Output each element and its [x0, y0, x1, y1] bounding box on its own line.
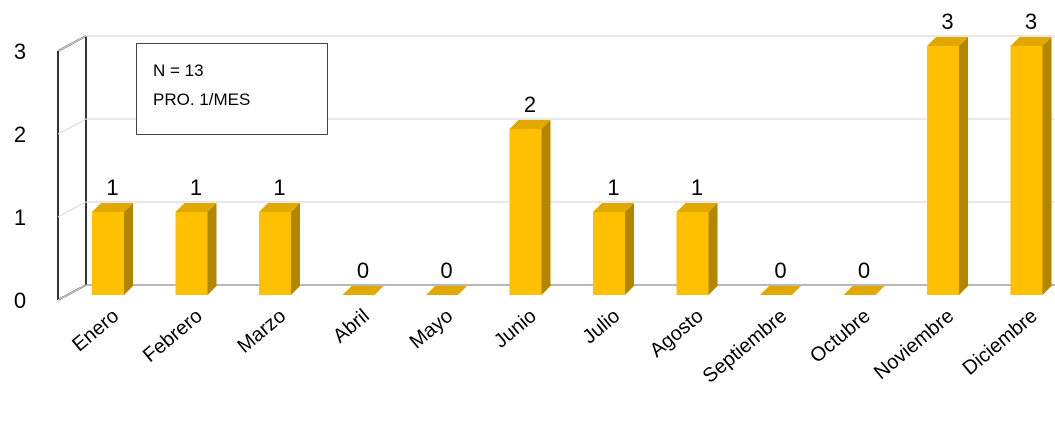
annotation-line-2: PRO. 1/MES: [153, 90, 251, 109]
data-label: 1: [607, 175, 619, 200]
bar-top: [593, 203, 634, 212]
floor-front-edge: [58, 300, 1055, 301]
bar-front: [92, 212, 124, 295]
bar-febrero: [175, 203, 217, 295]
bar-front: [1010, 46, 1043, 295]
bar-side: [541, 120, 551, 295]
data-label: 3: [941, 9, 953, 34]
bar-front: [593, 212, 625, 295]
bar-abril: [342, 286, 384, 295]
data-label: 0: [774, 258, 786, 283]
data-label: 1: [106, 175, 118, 200]
x-tick-label: Agosto: [646, 305, 708, 362]
bar-julio: [593, 203, 634, 295]
gridline-side: [57, 284, 87, 301]
bar-top: [426, 286, 467, 295]
y-tick-label: 1: [14, 205, 26, 230]
bar-front: [259, 212, 291, 295]
x-tick-label: Febrero: [139, 305, 207, 367]
bar-top: [175, 203, 217, 212]
data-labels: 1 1 1 0 0 2 1 1 0 0 3 3: [106, 9, 1037, 283]
bar-side: [708, 203, 718, 295]
gridline-side: [57, 201, 87, 218]
bar-side: [959, 37, 968, 295]
bar-junio: [509, 120, 551, 295]
bar-mayo: [426, 286, 467, 295]
data-label: 0: [357, 258, 369, 283]
bar-front: [509, 129, 542, 295]
y-tick-label: 2: [14, 122, 26, 147]
gridline-side: [57, 35, 87, 52]
bar-front: [927, 46, 959, 295]
y-tick-label: 0: [14, 288, 26, 313]
annotation-line-1: N = 13: [153, 61, 204, 80]
x-axis-labels: Enero Febrero Marzo Abril Mayo Junio Julio Agos…: [68, 305, 1042, 388]
bar-top: [1010, 37, 1052, 46]
bar-front: [175, 212, 208, 295]
bar-top: [342, 286, 384, 295]
x-tick-label: Mayo: [406, 305, 458, 353]
x-tick-label: Abril: [329, 305, 374, 348]
x-tick-label: Enero: [68, 305, 123, 356]
x-tick-label: Julio: [579, 305, 625, 348]
x-tick-label: Junio: [490, 305, 541, 353]
bar-noviembre: [927, 37, 968, 295]
bar-top: [676, 203, 718, 212]
bars: [92, 37, 1052, 295]
bar-side: [207, 203, 217, 295]
x-tick-label: Marzo: [233, 305, 290, 358]
data-label: 2: [524, 92, 536, 117]
x-tick-label: Octubre: [806, 305, 875, 368]
bar-top: [760, 286, 801, 295]
annotation-box: N = 13 PRO. 1/MES: [136, 43, 328, 135]
bar-side: [625, 203, 634, 295]
bar-septiembre: [760, 286, 801, 295]
y-tick-label: 3: [14, 39, 26, 64]
bar-top: [92, 203, 133, 212]
bar-front: [676, 212, 709, 295]
data-label: 3: [1025, 9, 1037, 34]
x-tick-label: Noviembre: [870, 305, 958, 384]
bar-enero: [92, 203, 133, 295]
bar-octubre: [843, 286, 885, 295]
bar-side: [291, 203, 300, 295]
bar-diciembre: [1010, 37, 1052, 295]
x-tick-label: Diciembre: [959, 305, 1042, 380]
bar-side: [1042, 37, 1052, 295]
bar-top: [259, 203, 300, 212]
bar-marzo: [259, 203, 300, 295]
bar-top: [843, 286, 885, 295]
gridline-side: [57, 118, 87, 135]
bar-top: [927, 37, 968, 46]
bar-side: [124, 203, 133, 295]
x-tick-label: Septiembre: [699, 305, 791, 388]
bar-agosto: [676, 203, 718, 295]
data-label: 1: [190, 175, 202, 200]
bar-top: [509, 120, 551, 129]
data-label: 0: [858, 258, 870, 283]
data-label: 1: [273, 175, 285, 200]
y-axis-ticks: 0 1 2 3: [14, 39, 26, 313]
data-label: 0: [440, 258, 452, 283]
data-label: 1: [691, 175, 703, 200]
